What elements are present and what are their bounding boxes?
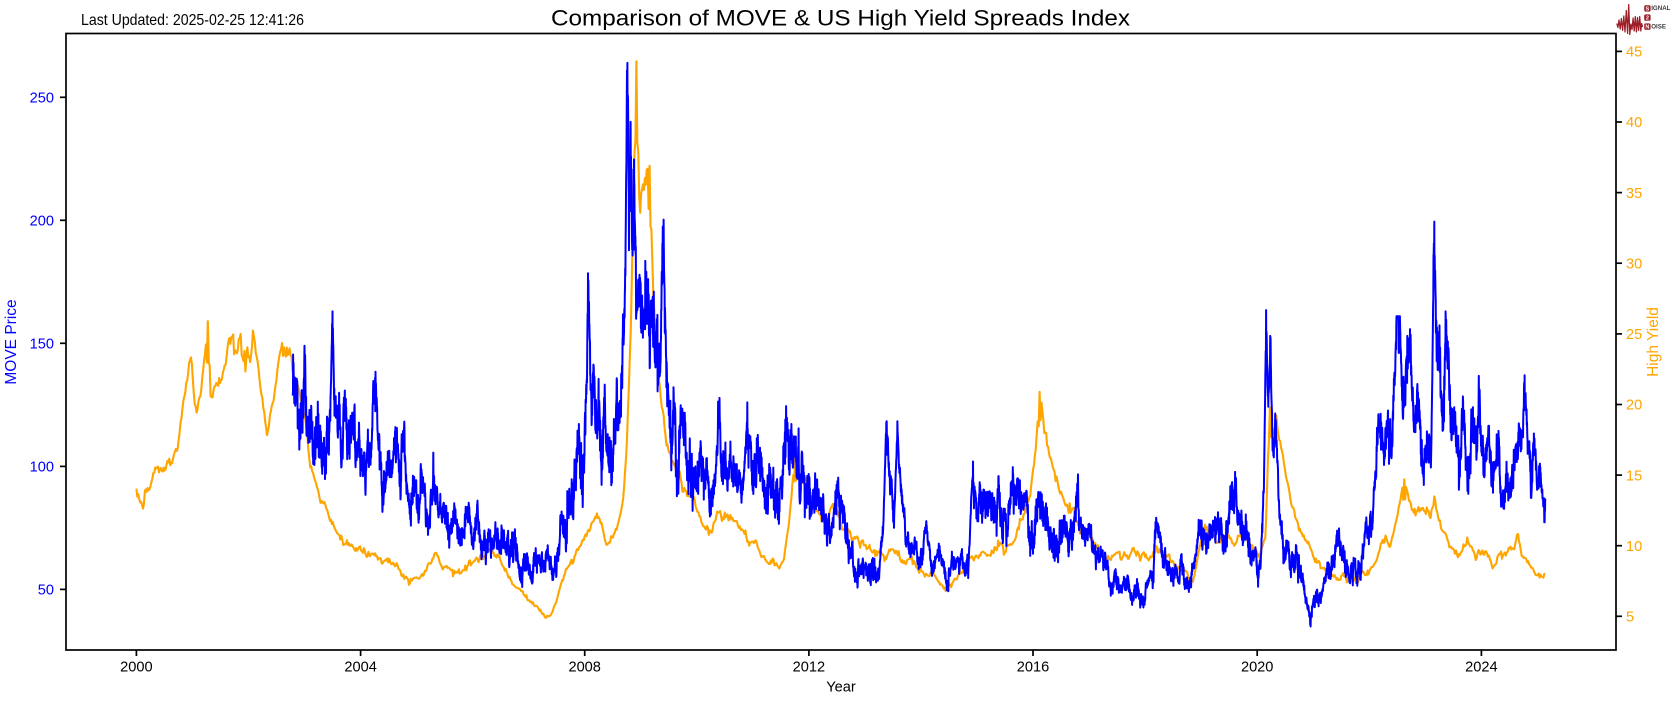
svg-text:2000: 2000 — [120, 660, 152, 676]
svg-text:10: 10 — [1626, 539, 1642, 555]
svg-text:2024: 2024 — [1465, 660, 1497, 676]
svg-text:200: 200 — [30, 214, 54, 230]
svg-text:30: 30 — [1626, 256, 1642, 272]
svg-text:2020: 2020 — [1241, 660, 1273, 676]
svg-text:N: N — [1645, 25, 1649, 31]
svg-text:IGNAL: IGNAL — [1651, 5, 1670, 12]
svg-text:S: S — [1646, 6, 1650, 12]
svg-text:2: 2 — [1646, 16, 1649, 22]
svg-text:5: 5 — [1626, 610, 1634, 626]
svg-text:35: 35 — [1626, 186, 1642, 202]
svg-text:MOVE Price: MOVE Price — [3, 299, 20, 384]
svg-text:100: 100 — [30, 460, 54, 476]
svg-text:High Yield: High Yield — [1645, 307, 1662, 377]
svg-text:2016: 2016 — [1017, 660, 1049, 676]
svg-text:20: 20 — [1626, 398, 1642, 414]
svg-text:Year: Year — [826, 680, 856, 696]
svg-text:2012: 2012 — [793, 660, 825, 676]
svg-text:Comparison of MOVE & US High Y: Comparison of MOVE & US High Yield Sprea… — [551, 6, 1130, 31]
svg-text:45: 45 — [1626, 45, 1642, 61]
svg-text:15: 15 — [1626, 468, 1642, 484]
svg-text:2004: 2004 — [344, 660, 376, 676]
svg-text:50: 50 — [38, 583, 54, 599]
svg-text:150: 150 — [30, 337, 54, 353]
svg-text:250: 250 — [30, 91, 54, 107]
svg-text:25: 25 — [1626, 327, 1642, 343]
svg-text:40: 40 — [1626, 115, 1642, 131]
svg-text:2008: 2008 — [568, 660, 600, 676]
svg-text:OISE: OISE — [1651, 23, 1666, 30]
svg-text:Last Updated: 2025-02-25 12:41: Last Updated: 2025-02-25 12:41:26 — [81, 12, 304, 29]
